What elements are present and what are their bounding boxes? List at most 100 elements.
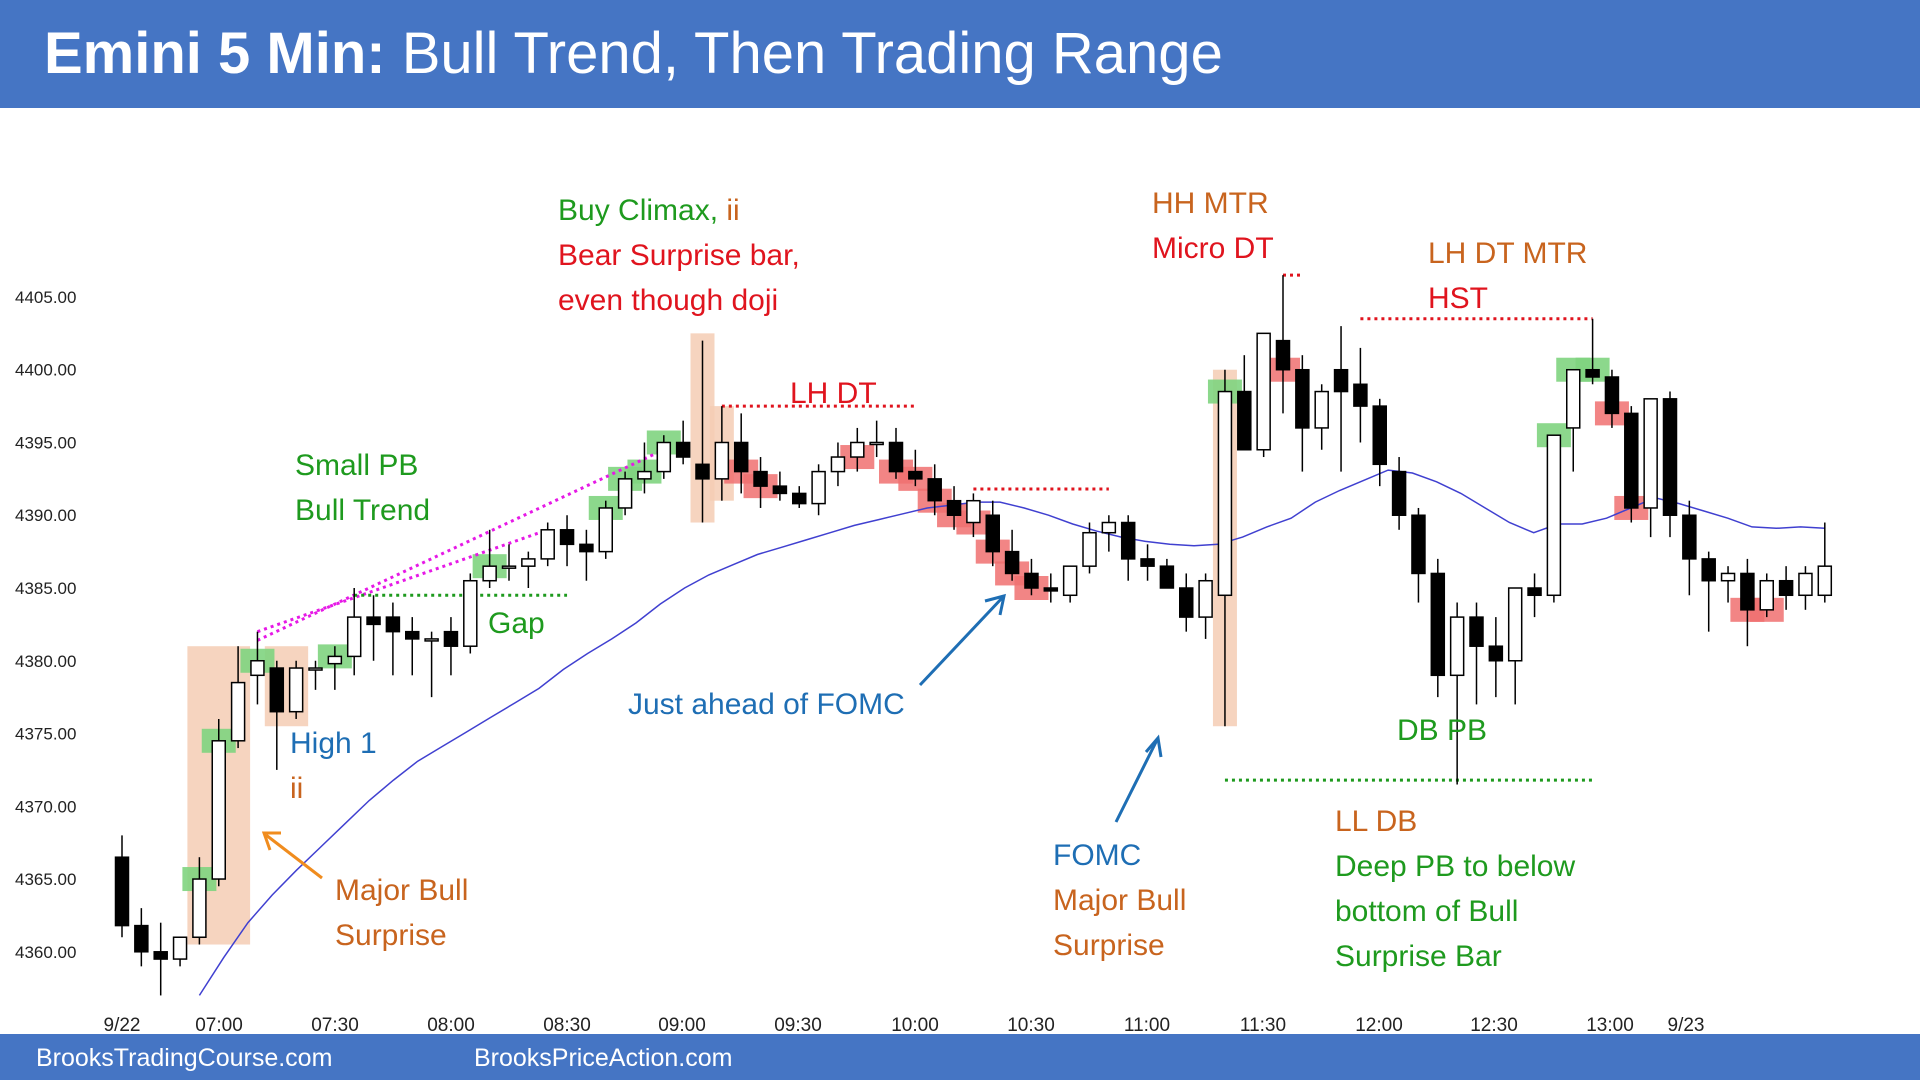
page-title: Emini 5 Min: Bull Trend, Then Trading Ra… (44, 18, 1223, 90)
candle-body-bull (617, 478, 633, 509)
candle (559, 515, 575, 567)
footer-bar (0, 1034, 1920, 1080)
candle-body-bull (1566, 368, 1581, 429)
candle (753, 457, 768, 508)
candle-body-bear (366, 616, 381, 626)
annotation-text: bottom of Bull (1335, 895, 1518, 928)
x-tick-label: 08:30 (543, 1015, 591, 1036)
annotation-ll-db: LL DB (1335, 805, 1417, 838)
y-tick-label: 4405.00 (15, 288, 76, 307)
candle-body-bear (1333, 368, 1349, 393)
candle (269, 660, 285, 770)
candle (888, 427, 904, 479)
candle-body-bear (1662, 398, 1678, 516)
candle (192, 857, 207, 945)
annotation-major-bull-surprise-2: Major Bull Surprise (1053, 884, 1186, 962)
candle (908, 449, 923, 487)
candle-body-bull (463, 579, 478, 647)
candle-body-bear (443, 630, 459, 647)
candles (114, 275, 1833, 996)
annotation-high1: High 1 (290, 727, 377, 760)
y-tick-label: 4370.00 (15, 797, 76, 816)
candle (1720, 566, 1736, 603)
candle-body-bull (1256, 332, 1271, 451)
candle-body-bear (1527, 587, 1542, 597)
candle (869, 420, 884, 458)
candle-body-bear (1179, 587, 1194, 618)
annotation-ii: ii (290, 772, 303, 805)
annotation-text: Major Bull (335, 874, 468, 907)
candle-body-bull (1546, 434, 1562, 597)
arrow-head (1144, 734, 1163, 758)
y-tick-label: 4360.00 (15, 943, 76, 962)
candle (1759, 573, 1774, 618)
candle (637, 442, 652, 494)
candle (579, 529, 594, 581)
candle-body-bull (521, 558, 536, 567)
candle (1604, 369, 1620, 428)
candle (1256, 332, 1271, 458)
x-tick-label: 13:00 (1586, 1015, 1634, 1036)
candle-body-bear (946, 499, 962, 516)
candle-body-bear (134, 924, 149, 953)
annotation-small-pb: Small PB Bull Trend (295, 449, 430, 527)
candle (850, 427, 865, 472)
candle-body-bear (1120, 521, 1136, 560)
candle-body-bear (1159, 565, 1175, 589)
candle-body-bull (1507, 587, 1523, 662)
x-tick-label: 10:00 (891, 1015, 939, 1036)
candle-body-bear (1353, 383, 1368, 407)
candle-body-bull (424, 638, 439, 642)
title-rest: Bull Trend, Then Trading Range (401, 21, 1223, 86)
annotation-lh-dt-mtr: LH DT MTR (1428, 237, 1587, 270)
candle-body-bull (1101, 521, 1117, 534)
candle-body-bear (985, 514, 1000, 553)
footer-left-link[interactable]: BrooksTradingCourse.com (36, 1044, 333, 1072)
candle (1585, 318, 1600, 385)
candle (1817, 522, 1833, 603)
arrow-head (984, 593, 1006, 616)
candle (501, 544, 517, 581)
x-tick-label: 12:30 (1470, 1015, 1518, 1036)
annotation-text: Bull Trend (295, 494, 430, 527)
candle (656, 435, 672, 479)
candle (1391, 457, 1407, 530)
annotation-text: Major Bull (1053, 884, 1186, 917)
candle (811, 464, 826, 516)
arrow-shaft (1114, 739, 1159, 823)
candle (308, 660, 323, 690)
candle (250, 631, 265, 705)
annotation-tspan: Buy Climax, (558, 194, 726, 227)
candle-body-bear (927, 478, 942, 502)
dotted-line-magenta (256, 528, 549, 634)
candle (1372, 398, 1387, 487)
candle (1198, 573, 1213, 639)
y-tick-label: 4385.00 (15, 579, 76, 598)
candle-body-bear (1740, 572, 1755, 611)
arrow-shaft (918, 595, 1005, 687)
footer-right-link[interactable]: BrooksPriceAction.com (474, 1044, 733, 1072)
candle-body-bear (1295, 368, 1310, 429)
annotation-db-pb: DB PB (1397, 714, 1487, 747)
annotation-lh-dt: LH DT (790, 377, 877, 410)
candle (598, 500, 613, 559)
title-bar (0, 0, 1920, 108)
annotation-deep-pb: Deep PB to below bottom of Bull Surprise… (1335, 850, 1575, 973)
candle-body-bear (405, 630, 420, 640)
candle-body-bull (656, 441, 672, 473)
candle-body-bull (1198, 579, 1213, 618)
candle (1798, 566, 1813, 610)
candle (1314, 384, 1329, 450)
candle-body-bear (1701, 558, 1716, 582)
annotation-buy-climax: Buy Climax, ii Bear Surprise bar, even t… (558, 194, 800, 317)
candle-body-bear (1140, 558, 1155, 567)
candle-body-bear (1411, 514, 1426, 575)
candle-body-bull (1720, 572, 1736, 582)
x-tick-label: 9/22 (104, 1015, 141, 1036)
candle-body-bull (811, 470, 826, 505)
y-tick-label: 4365.00 (15, 870, 76, 889)
x-tick-label: 09:30 (774, 1015, 822, 1036)
candle (172, 936, 188, 967)
candle (482, 529, 497, 588)
